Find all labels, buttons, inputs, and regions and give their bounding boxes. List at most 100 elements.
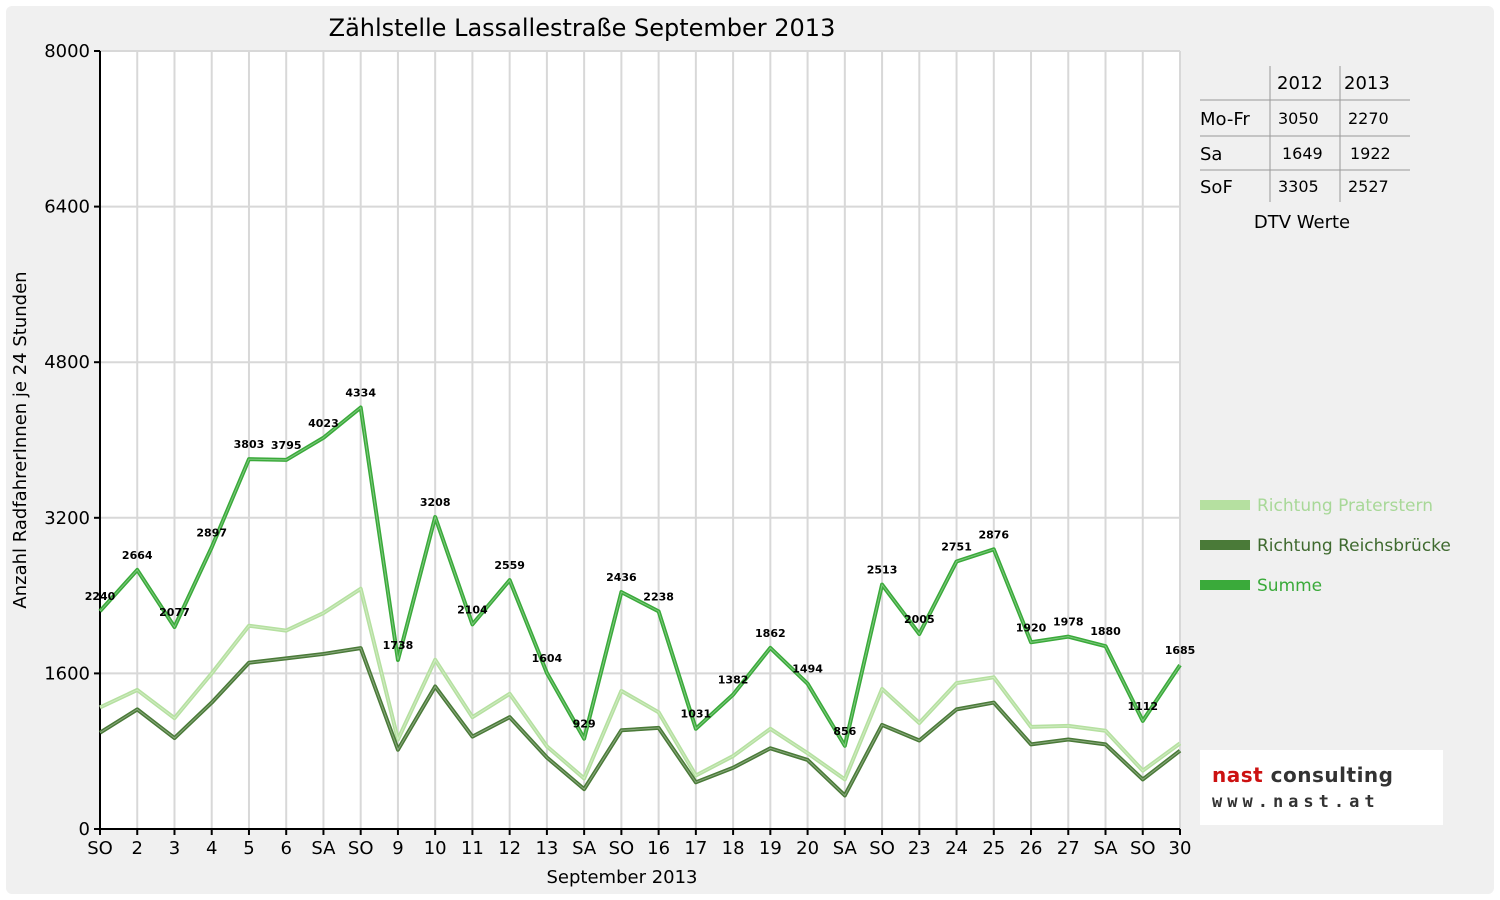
logo-word-nast: nast xyxy=(1212,763,1264,787)
x-tick-label: 20 xyxy=(796,838,819,859)
x-tick-label: 3 xyxy=(169,838,180,859)
data-label: 2238 xyxy=(643,590,674,603)
legend-label-reichsbruecke: Richtung Reichsbrücke xyxy=(1257,536,1451,556)
x-tick-label: 27 xyxy=(1057,838,1080,859)
x-tick-label: SO xyxy=(869,838,895,859)
dtv-table: 2012 2013 Mo-Fr 3050 2270 Sa 1649 1922 S… xyxy=(1200,66,1410,233)
data-label: 2240 xyxy=(85,590,116,603)
x-tick-label: 16 xyxy=(647,838,670,859)
legend: Richtung Praterstern Richtung Reichsbrüc… xyxy=(1200,496,1451,596)
x-tick-label: 24 xyxy=(945,838,968,859)
data-label: 3803 xyxy=(234,438,265,451)
data-label: 2559 xyxy=(494,559,525,572)
y-tick-label: 0 xyxy=(79,819,90,840)
data-label: 2436 xyxy=(606,571,637,584)
x-tick-label: 25 xyxy=(982,838,1005,859)
dtv-caption: DTV Werte xyxy=(1254,212,1350,233)
dtv-year-2012: 2012 xyxy=(1277,73,1323,94)
data-label: 2005 xyxy=(904,613,935,626)
x-tick-label: SA xyxy=(833,838,858,859)
data-labels: 2240 2664 2077 2897 3803 3795 4023 4334 1738 3208… xyxy=(85,387,1196,738)
x-tick-label: 30 xyxy=(1169,838,1192,859)
data-label: 1031 xyxy=(681,708,712,721)
y-tick-label: 3200 xyxy=(44,508,90,529)
x-tick-label: 2 xyxy=(132,838,143,859)
data-label: 2876 xyxy=(978,528,1009,541)
x-tick-label: 5 xyxy=(243,838,254,859)
x-tick-label: 18 xyxy=(722,838,745,859)
legend-swatch-summe xyxy=(1200,580,1250,590)
y-tick-label: 8000 xyxy=(44,41,90,62)
data-label: 4334 xyxy=(345,387,376,400)
x-tick-label: 10 xyxy=(424,838,447,859)
series-line xyxy=(98,646,1182,798)
legend-label-summe: Summe xyxy=(1257,576,1322,596)
data-label: 3208 xyxy=(420,496,451,509)
y-tick-label: 4800 xyxy=(44,352,90,373)
company-logo: nast consulting www.nast.at xyxy=(1200,750,1443,825)
data-label: 2664 xyxy=(122,549,153,562)
dtv-cell: 1922 xyxy=(1350,144,1391,163)
x-tick-label: 13 xyxy=(535,838,558,859)
dtv-cell: 2270 xyxy=(1348,109,1389,128)
logo-word-consulting: consulting xyxy=(1270,763,1394,787)
dtv-cell: 3305 xyxy=(1278,177,1319,196)
data-label: 1382 xyxy=(718,674,749,687)
x-tick-label: 11 xyxy=(461,838,484,859)
dtv-cell: 3050 xyxy=(1278,109,1319,128)
legend-swatch-reichsbruecke xyxy=(1200,540,1250,550)
data-label: 2513 xyxy=(867,564,898,577)
x-tick-label: SO xyxy=(609,838,635,859)
x-tick-label: SO xyxy=(87,838,113,859)
logo-url: www.nast.at xyxy=(1212,792,1380,812)
data-label: 2077 xyxy=(159,606,190,619)
x-tick-label: 9 xyxy=(392,838,403,859)
data-label: 4023 xyxy=(308,417,339,430)
x-tick-label: SO xyxy=(348,838,374,859)
x-tick-label: 17 xyxy=(684,838,707,859)
data-label: 1862 xyxy=(755,627,786,640)
series-line xyxy=(99,586,1182,782)
series-line-highlight xyxy=(99,406,1181,748)
data-label: 1604 xyxy=(532,652,563,665)
axes xyxy=(94,50,1181,835)
data-label: 1978 xyxy=(1053,616,1084,629)
x-tick-label: SO xyxy=(1130,838,1156,859)
data-label: 1685 xyxy=(1165,644,1196,657)
data-label: 2104 xyxy=(457,603,488,616)
data-label: 2897 xyxy=(196,526,227,539)
data-label: 2751 xyxy=(941,540,972,553)
x-tick-label: 23 xyxy=(908,838,931,859)
legend-swatch-praterstern xyxy=(1200,500,1250,510)
x-tick-label: 6 xyxy=(280,838,291,859)
chart-title: Zählstelle Lassallestraße September 2013 xyxy=(329,14,836,42)
x-tick-label: 19 xyxy=(759,838,782,859)
x-tick-label: SA xyxy=(1093,838,1118,859)
y-axis-title: Anzahl RadfahrerInnen je 24 Stunden xyxy=(10,271,31,608)
x-tick-label: SA xyxy=(572,838,597,859)
x-tick-label: 4 xyxy=(206,838,217,859)
data-label: 3795 xyxy=(271,439,302,452)
series-line-highlight xyxy=(99,587,1181,781)
x-tick-label: 26 xyxy=(1020,838,1043,859)
data-label: 929 xyxy=(573,718,596,731)
x-tick-label: SA xyxy=(311,838,336,859)
series-layer xyxy=(98,405,1182,798)
data-label: 1880 xyxy=(1090,625,1121,638)
x-axis-title: September 2013 xyxy=(546,867,697,888)
data-label: 1738 xyxy=(383,639,414,652)
dtv-cell: 1649 xyxy=(1282,144,1323,163)
data-label: 1112 xyxy=(1127,700,1158,713)
data-label: 1494 xyxy=(792,663,823,676)
legend-label-praterstern: Richtung Praterstern xyxy=(1257,496,1433,516)
y-tick-label: 6400 xyxy=(44,197,90,218)
dtv-row-label: SoF xyxy=(1200,177,1233,198)
series-line-highlight xyxy=(99,647,1181,797)
dtv-row-label: Sa xyxy=(1200,144,1222,165)
data-label: 856 xyxy=(833,725,856,738)
logo-wordmark: nast consulting xyxy=(1212,763,1393,787)
x-tick-label: 12 xyxy=(498,838,521,859)
dtv-year-2013: 2013 xyxy=(1344,73,1390,94)
